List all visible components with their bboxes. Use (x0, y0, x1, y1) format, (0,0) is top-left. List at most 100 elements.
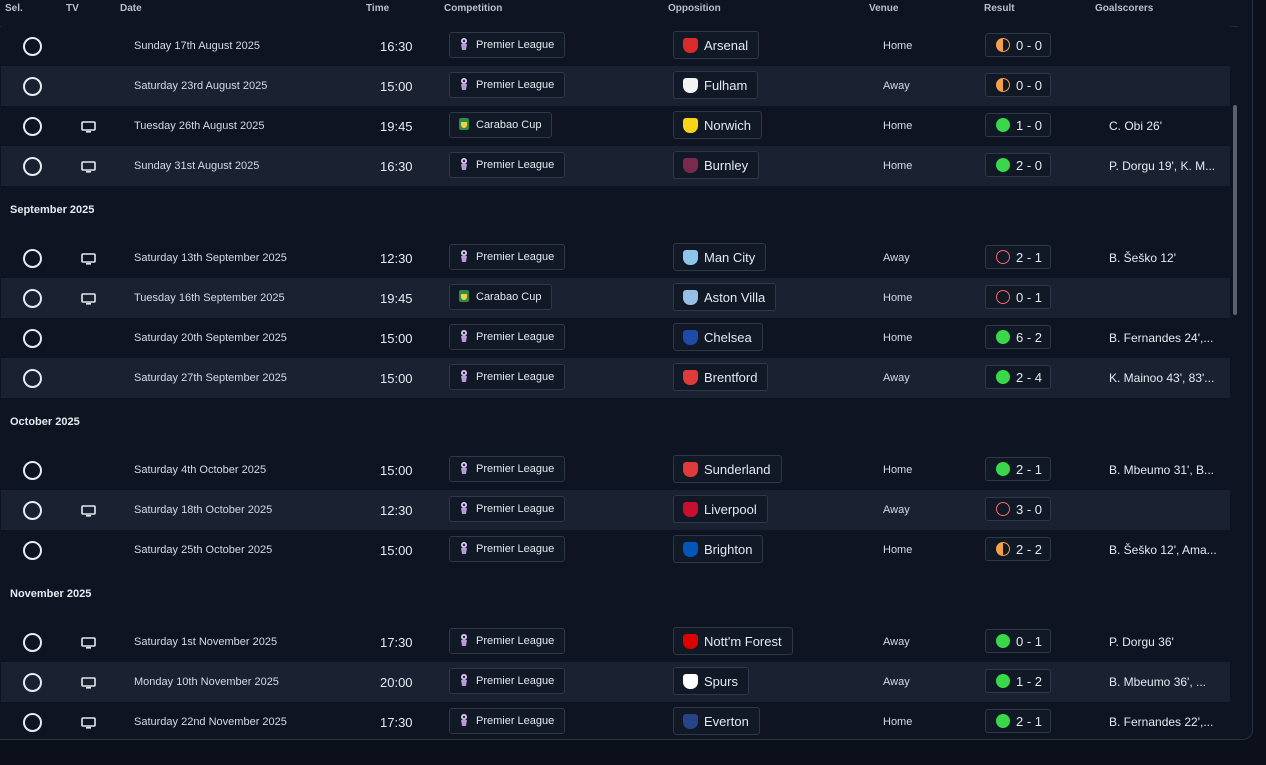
result-badge[interactable]: 2 - 4 (985, 365, 1051, 389)
opposition-badge[interactable]: Norwich (673, 111, 762, 139)
opposition-badge[interactable]: Liverpool (673, 495, 768, 523)
opposition-name: Brighton (704, 541, 753, 557)
competition-badge[interactable]: Premier League (449, 152, 566, 178)
goalscorers: B. Mbeumo 36', ... (1109, 675, 1207, 689)
competition-badge[interactable]: Premier League (449, 244, 566, 270)
result-badge[interactable]: 2 - 2 (985, 537, 1051, 561)
fixture-row[interactable]: Saturday 22nd November 2025 17:30 Premier … (1, 702, 1230, 739)
header-venue[interactable]: Venue (869, 3, 899, 14)
fixture-row[interactable]: Saturday 20th September 2025 15:00 Premier… (1, 318, 1230, 358)
header-tv[interactable]: TV (66, 3, 79, 14)
month-title: November 2025 (10, 588, 92, 600)
fixture-row[interactable]: Saturday 13th September 2025 12:30 Premier… (1, 238, 1230, 278)
opposition-badge[interactable]: Brentford (673, 363, 769, 391)
competition-badge[interactable]: Premier League (449, 456, 566, 482)
select-radio[interactable] (23, 369, 42, 388)
match-time: 17:30 (380, 714, 413, 730)
competition-badge[interactable]: Premier League (449, 72, 566, 98)
select-radio[interactable] (23, 673, 42, 692)
fixture-row[interactable]: Saturday 1st November 2025 17:30 Premier L… (1, 622, 1230, 662)
result-badge[interactable]: 2 - 0 (985, 153, 1051, 177)
fixture-row[interactable]: Saturday 23rd August 2025 15:00 Premier Le… (1, 66, 1230, 106)
fixture-row[interactable]: Saturday 27th September 2025 15:00 Premier… (1, 358, 1230, 398)
competition-badge[interactable]: Carabao Cup (449, 284, 553, 310)
premier-league-icon (458, 461, 470, 478)
loss-indicator-icon (996, 502, 1010, 516)
competition-badge[interactable]: Premier League (449, 364, 566, 390)
opposition-badge[interactable]: Burnley (673, 151, 760, 179)
fixture-row[interactable]: Saturday 4th October 2025 15:00 Premier Le… (1, 450, 1230, 490)
competition-badge[interactable]: Carabao Cup (449, 112, 553, 138)
goalscorers: C. Obi 26' (1109, 119, 1162, 133)
header-sel[interactable]: Sel. (5, 3, 23, 14)
result-badge[interactable]: 0 - 1 (985, 629, 1051, 653)
competition-badge[interactable]: Premier League (449, 32, 566, 58)
select-radio[interactable] (23, 157, 42, 176)
result-badge[interactable]: 0 - 0 (985, 33, 1051, 57)
fixture-row[interactable]: Tuesday 16th September 2025 19:45 Carabao … (1, 278, 1230, 318)
header-result[interactable]: Result (984, 3, 1015, 14)
header-goalscorers[interactable]: Goalscorers (1095, 3, 1154, 14)
goalscorers: B. Šeško 12' (1109, 251, 1176, 265)
competition-badge[interactable]: Premier League (449, 708, 566, 734)
fixture-row[interactable]: Sunday 17th August 2025 16:30 Premier Leag… (1, 26, 1230, 66)
opposition-badge[interactable]: Nott'm Forest (673, 627, 793, 655)
opposition-badge[interactable]: Everton (673, 707, 760, 735)
competition-badge[interactable]: Premier League (449, 668, 566, 694)
tv-icon (81, 252, 96, 270)
header-opposition[interactable]: Opposition (668, 3, 721, 14)
result-badge[interactable]: 6 - 2 (985, 325, 1051, 349)
competition-badge[interactable]: Premier League (449, 496, 566, 522)
opposition-badge[interactable]: Arsenal (673, 31, 760, 59)
scrollbar[interactable] (1233, 105, 1237, 315)
club-crest-icon (683, 541, 698, 557)
competition-label: Premier League (476, 635, 555, 647)
competition-badge[interactable]: Premier League (449, 536, 566, 562)
select-radio[interactable] (23, 117, 42, 136)
result-badge[interactable]: 1 - 0 (985, 113, 1051, 137)
opposition-badge[interactable]: Sunderland (673, 455, 782, 483)
select-radio[interactable] (23, 541, 42, 560)
opposition-badge[interactable]: Chelsea (673, 323, 763, 351)
opposition-badge[interactable]: Spurs (673, 667, 749, 695)
result-badge[interactable]: 2 - 1 (985, 245, 1051, 269)
select-radio[interactable] (23, 501, 42, 520)
select-radio[interactable] (23, 461, 42, 480)
fixture-row[interactable]: Tuesday 26th August 2025 19:45 Carabao Cup… (1, 106, 1230, 146)
select-radio[interactable] (23, 713, 42, 732)
select-radio[interactable] (23, 37, 42, 56)
opposition-badge[interactable]: Brighton (673, 535, 764, 563)
month-title: October 2025 (10, 416, 80, 428)
result-badge[interactable]: 1 - 2 (985, 669, 1051, 693)
result-badge[interactable]: 0 - 0 (985, 73, 1051, 97)
opposition-badge[interactable]: Fulham (673, 71, 759, 99)
header-time[interactable]: Time (366, 3, 390, 14)
draw-indicator-icon (996, 542, 1010, 556)
competition-badge[interactable]: Premier League (449, 324, 566, 350)
fixture-row[interactable]: Saturday 25th October 2025 15:00 Premier L… (1, 530, 1230, 570)
competition-label: Premier League (476, 79, 555, 91)
fixture-row[interactable]: Sunday 31st August 2025 16:30 Premier Leag… (1, 146, 1230, 186)
opposition-name: Spurs (704, 673, 738, 689)
result-badge[interactable]: 3 - 0 (985, 497, 1051, 521)
fixture-row[interactable]: Saturday 18th October 2025 12:30 Premier L… (1, 490, 1230, 530)
select-radio[interactable] (23, 249, 42, 268)
select-radio[interactable] (23, 77, 42, 96)
select-radio[interactable] (23, 289, 42, 308)
opposition-badge[interactable]: Aston Villa (673, 283, 777, 311)
match-date: Saturday 25th October 2025 (134, 544, 273, 556)
result-badge[interactable]: 2 - 1 (985, 709, 1051, 733)
match-date: Saturday 4th October 2025 (134, 464, 267, 476)
match-venue: Home (883, 292, 913, 304)
select-radio[interactable] (23, 329, 42, 348)
header-competition[interactable]: Competition (444, 3, 503, 14)
select-radio[interactable] (23, 633, 42, 652)
opposition-badge[interactable]: Man City (673, 243, 767, 271)
result-badge[interactable]: 0 - 1 (985, 285, 1051, 309)
carabao-cup-icon (458, 117, 470, 134)
competition-badge[interactable]: Premier League (449, 628, 566, 654)
win-indicator-icon (996, 370, 1010, 384)
fixture-row[interactable]: Monday 10th November 2025 20:00 Premier Le… (1, 662, 1230, 702)
header-date[interactable]: Date (120, 3, 142, 14)
result-badge[interactable]: 2 - 1 (985, 457, 1051, 481)
